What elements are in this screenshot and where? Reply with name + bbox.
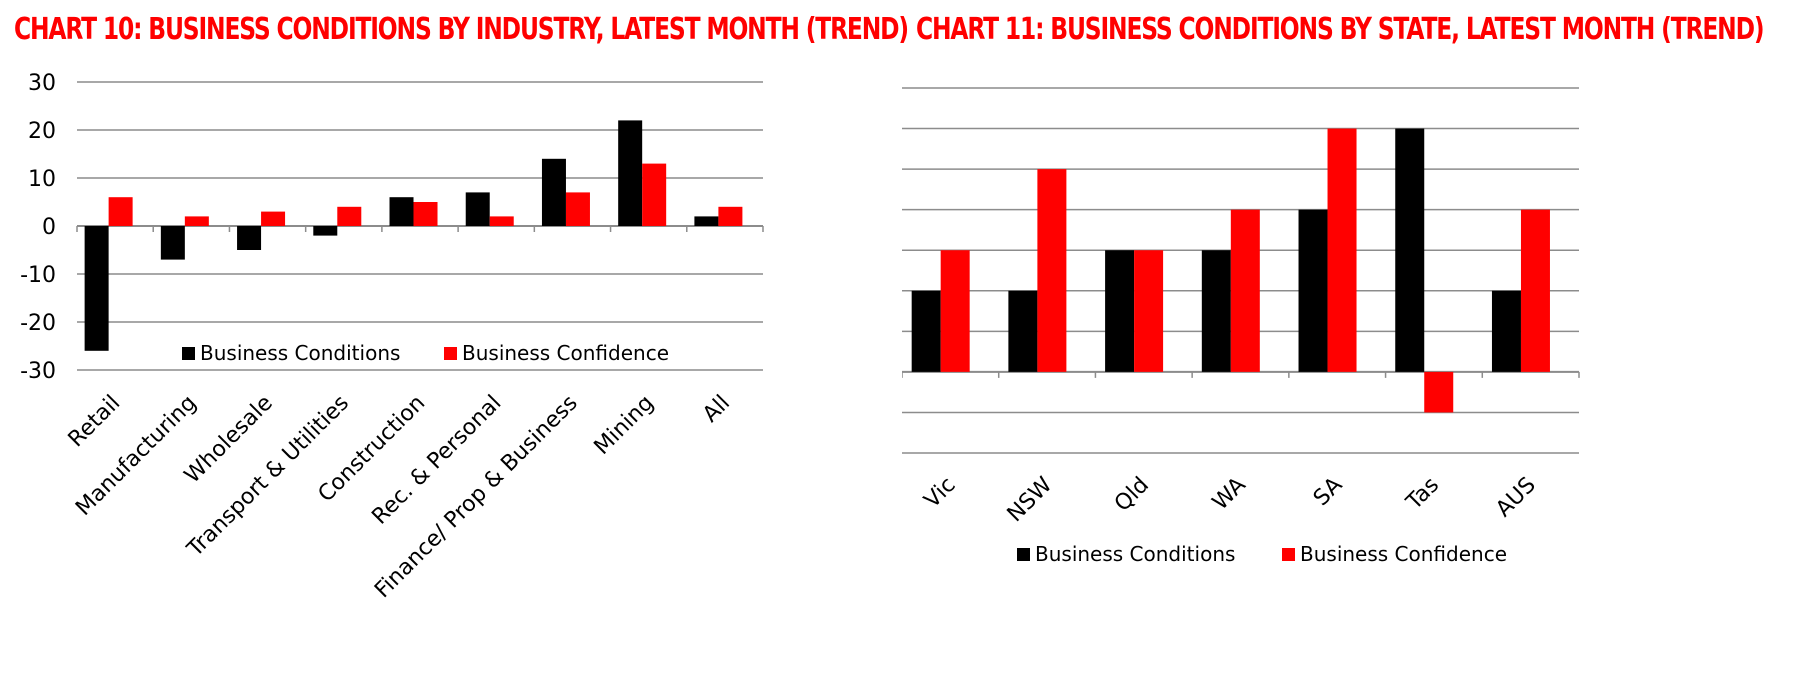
bar-business-conditions <box>84 226 109 351</box>
state-bar-chart: 76543210-1-2VicNSWQldWASATasAUSBusiness … <box>902 87 1580 566</box>
y-tick-label: -10 <box>20 263 56 288</box>
state-chart-title: CHART 11: BUSINESS CONDITIONS BY STATE, … <box>916 12 1765 47</box>
state-chart-panel: CHART 11: BUSINESS CONDITIONS BY STATE, … <box>902 0 1804 695</box>
legend-swatch <box>182 347 195 360</box>
category-label: Qld <box>1110 473 1154 517</box>
bar-business-conditions <box>911 290 941 372</box>
bar-business-conditions <box>389 197 414 226</box>
y-tick-label: 0 <box>42 215 56 240</box>
bar-business-confidence <box>642 163 667 226</box>
bar-business-conditions <box>237 226 262 250</box>
category-label: NSW <box>1003 472 1058 527</box>
bar-business-confidence <box>1520 209 1550 372</box>
bar-business-confidence <box>108 197 133 226</box>
bar-business-confidence <box>940 250 970 372</box>
y-tick-label: -30 <box>20 359 56 384</box>
category-label: Rec. & Personal <box>367 391 506 530</box>
bar-business-confidence <box>718 206 743 226</box>
bar-business-confidence <box>1134 250 1164 372</box>
bar-business-confidence <box>337 206 362 226</box>
bar-business-conditions <box>1201 250 1231 372</box>
category-label: SA <box>1309 473 1347 511</box>
y-tick-label: -20 <box>20 311 56 336</box>
legend-swatch <box>1017 548 1030 561</box>
bar-business-confidence <box>1230 209 1260 372</box>
bar-business-conditions <box>1105 250 1135 372</box>
bar-business-conditions <box>1008 290 1038 372</box>
bar-business-conditions <box>1298 209 1328 372</box>
bar-business-conditions <box>160 226 185 260</box>
category-label: WA <box>1208 473 1251 516</box>
bar-business-conditions <box>618 120 643 226</box>
bar-business-confidence <box>489 216 514 226</box>
category-label: Mining <box>590 391 659 460</box>
bar-business-conditions <box>694 216 719 226</box>
category-label: Tas <box>1401 473 1444 516</box>
y-tick-label: 10 <box>28 167 56 192</box>
industry-chart-title: CHART 10: BUSINESS CONDITIONS BY INDUSTR… <box>14 12 909 47</box>
legend-swatch <box>444 347 457 360</box>
category-label: Retail <box>64 391 126 453</box>
bar-business-confidence <box>1327 128 1357 372</box>
bar-business-confidence <box>565 192 590 226</box>
bar-business-confidence <box>261 211 286 226</box>
bar-business-conditions <box>541 158 566 226</box>
bar-business-conditions <box>1491 290 1521 372</box>
y-tick-label: 20 <box>28 119 56 144</box>
industry-chart-panel: CHART 10: BUSINESS CONDITIONS BY INDUSTR… <box>14 12 909 603</box>
y-tick-label: 30 <box>28 71 56 96</box>
category-label: All <box>698 391 735 428</box>
bar-business-conditions <box>1395 128 1425 372</box>
bar-business-conditions <box>465 192 490 226</box>
legend-label: Business Confidence <box>462 341 669 365</box>
legend-swatch <box>1282 548 1295 561</box>
legend-label: Business Conditions <box>200 341 400 365</box>
industry-bar-chart: 3020100-10-20-30RetailManufacturingWhole… <box>20 71 764 603</box>
legend-label: Business Confidence <box>1300 542 1507 566</box>
bar-business-confidence <box>1424 371 1454 413</box>
bar-business-conditions <box>313 226 338 236</box>
legend-label: Business Conditions <box>1035 542 1235 566</box>
category-label: AUS <box>1491 473 1541 523</box>
category-label: Vic <box>920 473 961 514</box>
bar-business-confidence <box>184 216 209 226</box>
bar-business-confidence <box>1037 169 1067 372</box>
bar-business-confidence <box>413 202 438 226</box>
